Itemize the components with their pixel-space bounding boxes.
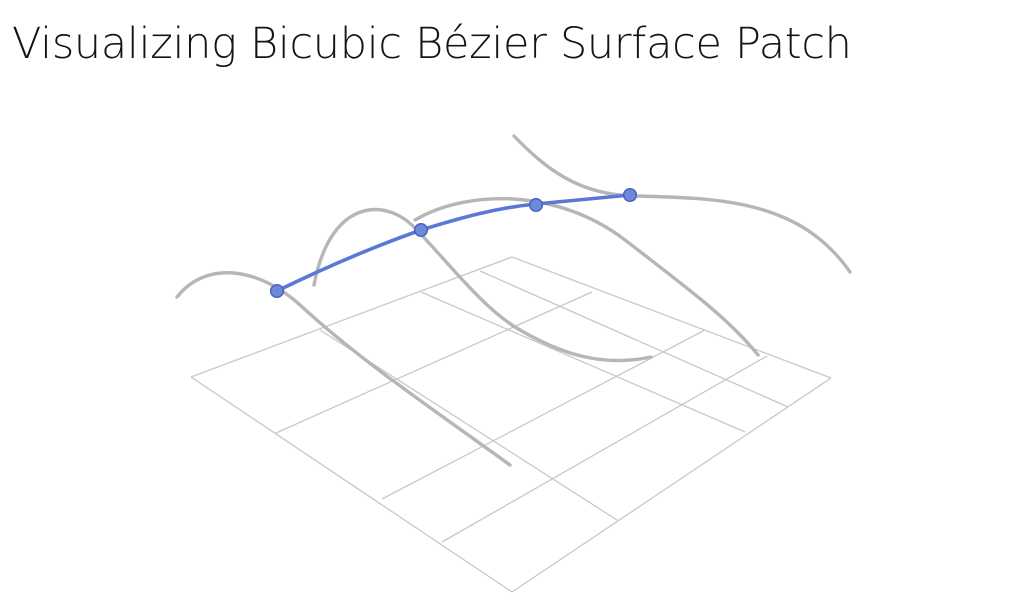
grid-line-row-4 [511, 377, 832, 593]
bezier-curve-3 [413, 196, 760, 357]
bezier-curve-4 [512, 134, 852, 274]
control-point-4 [622, 187, 638, 203]
bezier-curve-2 [518, 328, 653, 363]
grid-line-col-3 [479, 270, 789, 408]
highlight-curve [275, 193, 632, 293]
grid-line-col-4 [511, 256, 832, 379]
control-point-2 [413, 222, 429, 238]
grid-line-col-2 [420, 291, 746, 433]
control-point-3 [528, 197, 544, 213]
highlighted-bezier-curve [269, 187, 638, 299]
ground-grid [190, 256, 832, 593]
slide-title: Visualizing Bicubic Bézier Surface Patch [12, 19, 852, 69]
control-point-1 [269, 283, 285, 299]
grid-line-row-3 [441, 355, 768, 543]
bezier-curve-0 [175, 271, 512, 467]
grid-line-col-0 [190, 376, 513, 593]
bezier-curves [175, 134, 852, 467]
grid-line-row-1 [275, 291, 593, 434]
